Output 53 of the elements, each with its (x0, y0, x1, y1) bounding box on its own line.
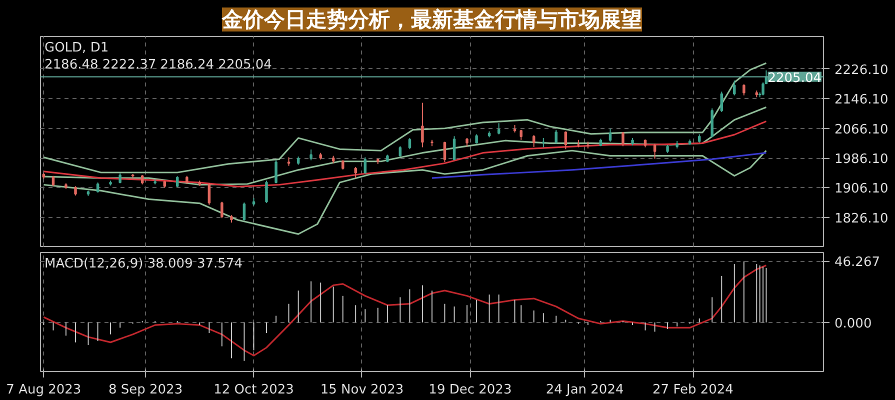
candlestick (140, 174, 144, 185)
y-tick-label: 1906.10 (834, 182, 888, 197)
x-tick-label: 19 Dec 2023 (428, 382, 512, 398)
y-tick-label: 2066.10 (834, 122, 888, 138)
candlestick (118, 172, 122, 184)
candlestick (242, 202, 246, 221)
annotation: MACD(12,26,9) 38.009 37.574 (44, 256, 242, 272)
x-tick-label: 15 Nov 2023 (320, 382, 404, 398)
y-tick-label: 46.267 (834, 255, 880, 270)
x-tick-label: 8 Sep 2023 (108, 382, 183, 398)
candlestick (720, 91, 724, 113)
candlestick (554, 129, 558, 144)
annotation: 2186.48 2222.37 2186.24 2205.04 (44, 58, 272, 72)
x-tick-label: 12 Oct 2023 (214, 382, 294, 398)
y-tick-label: 1986.10 (834, 152, 888, 168)
candlestick (274, 160, 278, 184)
candlestick (452, 136, 456, 161)
line-series (42, 150, 768, 235)
candlestick (364, 156, 367, 174)
candlestick (208, 182, 211, 206)
candlestick (608, 128, 612, 142)
candlestick (622, 132, 624, 147)
candlestick (653, 143, 656, 160)
candlestick (564, 130, 568, 150)
candlestick (408, 138, 412, 150)
candlestick (52, 175, 55, 187)
candlestick (310, 149, 312, 161)
y-tick-label: 2226.10 (834, 62, 888, 78)
y-tick-label: 1826.10 (834, 211, 888, 226)
candlestick (421, 102, 424, 148)
candlestick (443, 141, 446, 163)
candlestick (762, 82, 764, 96)
candlestick (176, 176, 179, 188)
annotation: GOLD, D1 (44, 40, 109, 56)
candlestick (354, 166, 357, 179)
line-series (42, 120, 768, 188)
candlestick (74, 186, 77, 196)
x-tick-label: 24 Jan 2024 (546, 382, 624, 398)
x-tick-label: 7 Aug 2023 (6, 382, 82, 398)
x-tick-label: 27 Feb 2024 (652, 382, 734, 398)
y-tick-label: 0.000 (834, 316, 872, 332)
candlestick (733, 80, 736, 96)
candlestick (542, 138, 545, 148)
line-series (431, 152, 768, 179)
candlestick (742, 84, 746, 96)
candlestick (532, 134, 536, 148)
chart-title: 金价今日走势分析，最新基金行情与市场展望 (221, 8, 642, 32)
candlestick (265, 180, 268, 204)
ref-line-label: 2205.04 (768, 70, 822, 86)
candlestick (497, 122, 500, 135)
candlestick (220, 201, 224, 219)
line-series (42, 106, 768, 186)
y-tick-label: 2146.10 (834, 92, 888, 108)
